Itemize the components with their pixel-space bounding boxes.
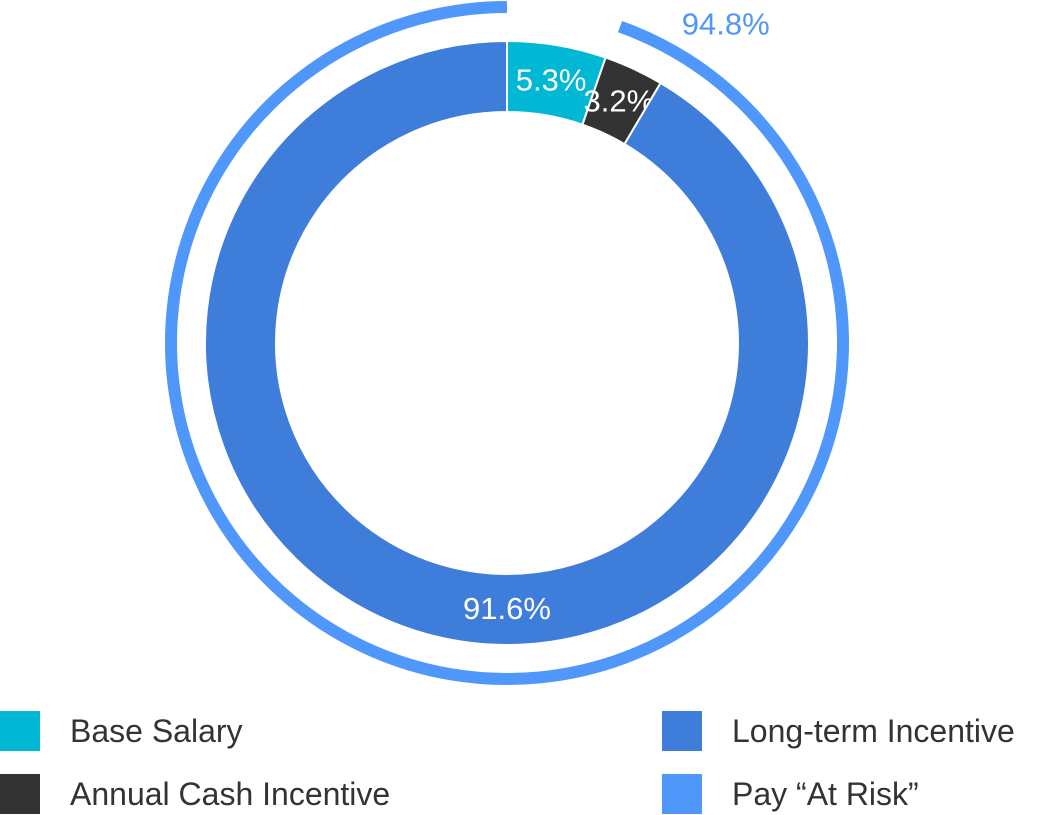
- legend-label-pay-at-risk: Pay “At Risk”: [732, 775, 919, 812]
- legend-item-long-term-incentive: Long-term Incentive: [662, 710, 1015, 752]
- chart-legend: Base Salary Annual Cash Incentive Long-t…: [0, 700, 1046, 815]
- legend-item-annual-cash-incentive: Annual Cash Incentive: [0, 773, 390, 815]
- legend-label-base-salary: Base Salary: [70, 712, 243, 749]
- legend-item-pay-at-risk: Pay “At Risk”: [662, 773, 919, 815]
- legend-swatch-annual-cash-incentive: [0, 774, 40, 814]
- legend-item-base-salary: Base Salary: [0, 710, 243, 752]
- outer-ring-label: 94.8%: [682, 6, 770, 41]
- legend-swatch-base-salary: [0, 711, 40, 751]
- legend-swatch-long-term-incentive: [662, 711, 702, 751]
- legend-label-annual-cash-incentive: Annual Cash Incentive: [70, 775, 391, 812]
- slice-label-long-term-incentive: 91.6%: [463, 591, 551, 626]
- legend-label-long-term-incentive: Long-term Incentive: [732, 712, 1015, 749]
- legend-swatch-pay-at-risk: [662, 774, 702, 814]
- slice-long-term-incentive: [204, 39, 810, 646]
- outer-ring-pay-at-risk: [165, 1, 849, 685]
- slice-label-base-salary: 5.3%: [516, 63, 587, 98]
